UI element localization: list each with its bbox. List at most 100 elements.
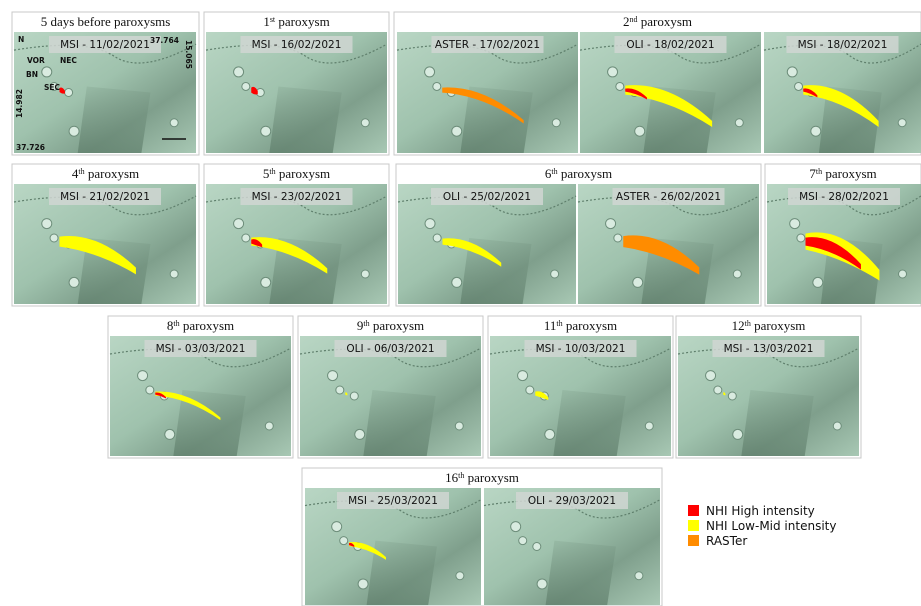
map-label: OLI - 29/03/2021 [528,495,616,507]
crater [145,385,155,395]
title-text: paroxysm [85,166,140,181]
map-annotation: VOR [27,56,45,65]
crater [794,81,804,91]
valley [741,390,814,456]
crater [335,385,345,395]
ridge [205,43,388,64]
label-box [516,492,628,509]
crater [518,536,528,546]
panel: 7th paroxysm MSI - 28/02/2021 [764,163,921,307]
map-annotation: NEC [60,56,77,65]
label-box [49,188,161,205]
title-suffix: th [816,167,822,176]
panel: 2nd paroxysm ASTER - 17/02/2021 OLI - 18/0… [393,11,921,156]
crater [812,276,824,288]
map: MSI - 28/02/2021 [766,184,921,304]
map: OLI - 29/03/2021 [483,488,661,605]
crater [536,578,548,590]
valley [460,238,532,304]
lava-flow [251,86,258,95]
crater [898,269,908,279]
map: MSI - 18/02/2021 [763,32,921,153]
legend-swatch [688,520,699,531]
crater [455,571,465,581]
legend-label: RASTer [706,534,747,548]
map-label: MSI - 23/02/2021 [252,191,342,203]
crater [525,385,535,395]
crater [454,421,464,431]
crater [786,66,798,78]
panel-title: 5th paroxysm [263,166,330,181]
legend-swatch [688,535,699,546]
map: MSI - 25/03/2021 [304,488,482,605]
title-suffix: th [269,167,275,176]
legend-label: NHI Low-Mid intensity [706,519,836,533]
crater [169,118,179,128]
lava-flow [349,541,386,560]
map-annotation: 14.982 [15,89,24,118]
valley [460,86,533,153]
crater [732,428,744,440]
crater [241,233,251,243]
valley [269,238,342,304]
crater [41,66,53,78]
panel: 16th paroxysm MSI - 25/03/2021 OLI - 29/03… [301,467,663,606]
label-box [337,492,449,509]
panel: 8th paroxysm MSI - 03/03/2021 [107,315,294,459]
title-text: paroxysm [370,318,425,333]
panel: 1st paroxysm MSI - 16/02/2021 [203,11,390,156]
panel-title: 8th paroxysm [167,318,234,333]
title-text: paroxysm [464,470,519,485]
crater [164,428,176,440]
crater [810,125,822,137]
lava-flow [349,542,355,547]
crater [551,118,561,128]
panel: 5th paroxysm MSI - 23/02/2021 [203,163,390,307]
lava-flow [625,88,647,100]
crater [260,276,272,288]
label-box [334,340,447,357]
crater [49,233,59,243]
lava-flow [723,392,726,396]
panel: 9th paroxysm OLI - 06/03/2021 [297,315,484,459]
crater [41,218,53,230]
map-label: MSI - 28/02/2021 [799,191,889,203]
panel: 5 days before paroxysms MSI - 11/02/2021 N… [11,11,200,156]
title-text: paroxysm [751,318,806,333]
title-suffix: th [556,319,562,328]
label-box [612,188,725,205]
label-box [49,36,161,53]
map-label: MSI - 16/02/2021 [252,39,342,51]
map: MSI - 10/03/2021 [489,336,672,456]
crater [233,218,245,230]
map: OLI - 18/02/2021 [579,32,762,153]
title-suffix: nd [629,15,637,24]
map-annotation: N [18,35,24,44]
map-annotation: 37.764 [150,36,179,45]
title-text: paroxysm [563,318,618,333]
panel-title: 4th paroxysm [72,166,139,181]
crater [354,428,366,440]
crater [517,370,529,382]
lava-flow [625,85,713,127]
label-box [614,36,727,53]
crater [605,218,617,230]
crater [260,125,272,137]
crater [734,118,744,128]
label-box [431,188,543,205]
map-annotation: BN [26,70,38,79]
crater [357,578,369,590]
title-ordinal: 6 [545,166,552,181]
crater [510,521,522,533]
title-ordinal: 5 [263,166,270,181]
crater [607,66,619,78]
title-suffix: th [173,319,179,328]
crater [796,233,806,243]
map: ASTER - 17/02/2021 [396,32,579,153]
panel-title: 6th paroxysm [545,166,612,181]
lava-flow [803,88,818,98]
map-label: OLI - 18/02/2021 [626,39,714,51]
legend-label: NHI High intensity [706,504,815,518]
valley [77,86,151,153]
